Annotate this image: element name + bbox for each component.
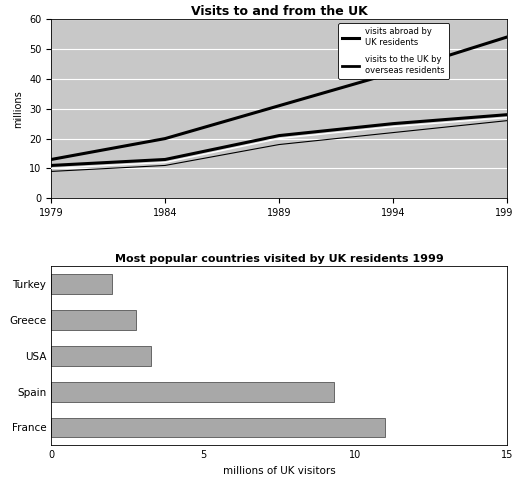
Legend: visits abroad by
UK residents, visits to the UK by
overseas residents: visits abroad by UK residents, visits to… xyxy=(338,23,449,79)
X-axis label: millions of UK visitors: millions of UK visitors xyxy=(223,466,335,476)
Bar xyxy=(51,382,334,401)
Bar xyxy=(51,310,136,330)
Title: Most popular countries visited by UK residents 1999: Most popular countries visited by UK res… xyxy=(115,254,443,264)
Title: Visits to and from the UK: Visits to and from the UK xyxy=(190,5,368,18)
Bar xyxy=(51,346,152,366)
Bar xyxy=(51,418,386,437)
Y-axis label: millions: millions xyxy=(13,90,24,127)
Bar xyxy=(51,274,112,294)
